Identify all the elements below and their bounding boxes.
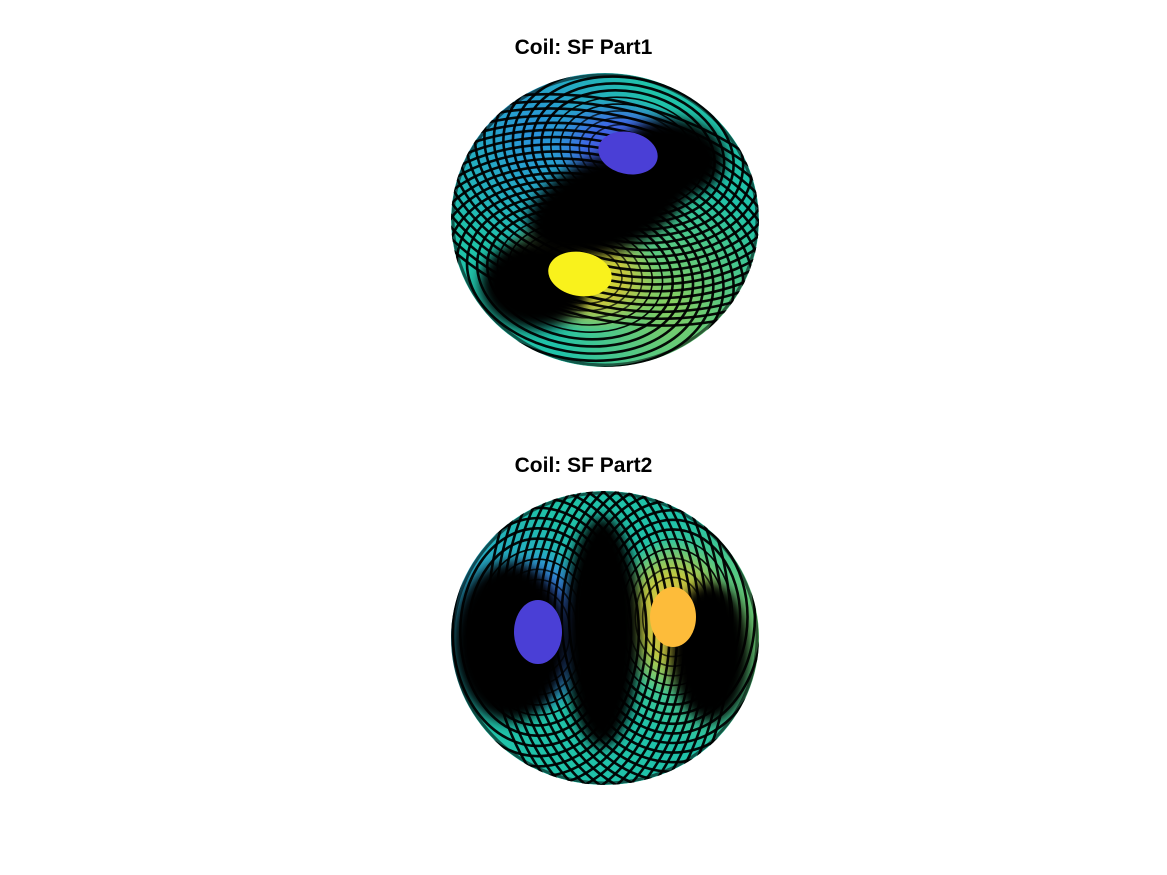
sphere-rim <box>451 491 759 785</box>
dense-contour-region <box>564 517 640 747</box>
sphere-surface <box>451 491 759 785</box>
contour-line <box>451 73 759 307</box>
sphere-rim <box>451 73 759 367</box>
contour-line <box>451 121 759 367</box>
contour-line <box>451 73 759 321</box>
subplot-1: Coil: SF Part1 <box>0 36 1167 376</box>
contour-line <box>451 73 759 314</box>
minimum-blob <box>598 131 658 175</box>
subplot-title: Coil: SF Part1 <box>514 36 653 59</box>
contour-line <box>451 114 759 367</box>
sphere-contour-plot <box>451 491 759 785</box>
contour-line <box>451 92 759 367</box>
subplot-2: Coil: SF Part2 <box>0 454 1167 794</box>
maximum-blob <box>650 587 696 647</box>
minimum-blob <box>514 600 562 664</box>
contour-line <box>451 128 759 367</box>
contour-line <box>451 107 759 367</box>
contour-line <box>451 100 759 367</box>
maximum-blob <box>548 251 612 297</box>
sphere-contour-plot <box>451 73 759 367</box>
subplot-title: Coil: SF Part2 <box>514 454 653 477</box>
